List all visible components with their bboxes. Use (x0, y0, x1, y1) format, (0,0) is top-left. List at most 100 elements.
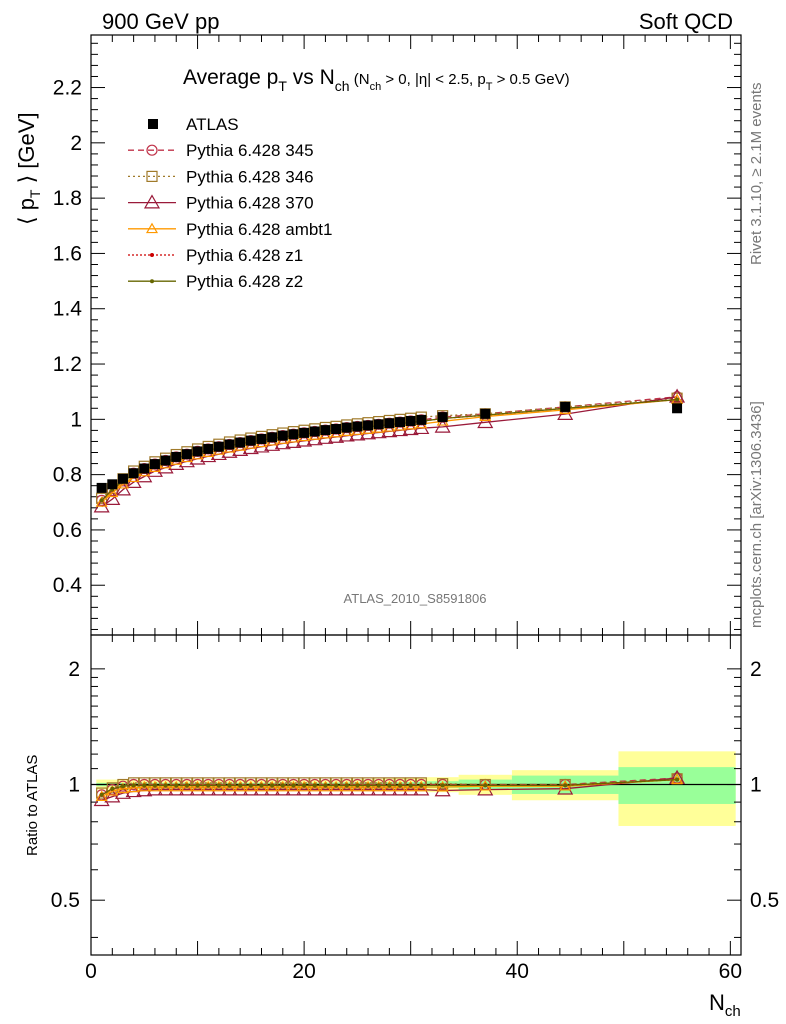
point-p370 (114, 481, 132, 496)
legend-marker-ambt1 (145, 222, 159, 234)
point-p370 (104, 490, 121, 505)
ratio-point-ambt1 (191, 780, 204, 792)
y-tick-label: 2 (70, 132, 82, 155)
atlas-point (128, 468, 139, 479)
ratio-point-z2 (323, 783, 328, 788)
ratio-point-z2 (216, 783, 221, 788)
mcplots-label: mcplots.cern.ch [arXiv:1306.3436] (748, 401, 765, 628)
ratio-point-z2 (120, 784, 125, 789)
y-tick-label: 0.8 (53, 464, 82, 487)
point-p370 (200, 448, 217, 463)
ratio-y-tick-label: 1 (68, 774, 80, 797)
ratio-point-z2 (355, 783, 360, 788)
ratio-point-p346 (319, 777, 332, 789)
legend-marker-p346 (146, 170, 158, 182)
x-tick-label: 0 (85, 960, 97, 983)
main-series (93, 388, 686, 513)
ratio-point-p346 (234, 777, 246, 789)
legend-label-z1: Pythia 6.428 z1 (186, 246, 303, 265)
series-line-p345 (101, 396, 678, 501)
atlas-point (288, 429, 299, 440)
ratio-point-p346 (415, 777, 427, 789)
header-left: 900 GeV pp (102, 9, 219, 34)
atlas-point (245, 435, 256, 446)
ratio-point-z2 (227, 783, 232, 788)
legend-label-p345: Pythia 6.428 345 (186, 141, 314, 160)
header-right: Soft QCD (639, 9, 733, 34)
ratio-point-ambt1 (127, 781, 140, 793)
ratio-point-z2 (398, 783, 403, 788)
ratio-point-p346 (277, 777, 289, 789)
ratio-point-z2 (152, 783, 157, 788)
ratio-point-z2 (270, 783, 275, 788)
atlas-point (437, 412, 448, 423)
ratio-point-p346 (223, 777, 236, 789)
ratio-point-ambt1 (170, 780, 183, 792)
ratio-point-z2 (419, 783, 424, 788)
ratio-point-p370 (93, 792, 110, 807)
ratio-y-tick-label-right: 1 (750, 774, 762, 797)
atlas-point (256, 433, 267, 444)
ratio-frame (90, 634, 742, 956)
point-p370 (317, 429, 334, 444)
y-tick-label: 1 (70, 408, 82, 431)
ratio-point-ambt1 (266, 780, 279, 792)
ratio-point-z2 (291, 783, 296, 788)
atlas-point (331, 424, 342, 435)
atlas-point (309, 426, 320, 437)
atlas-point (341, 422, 352, 433)
ratio-point-p346 (191, 777, 204, 789)
series-line-p346 (101, 397, 678, 499)
atlas-point (416, 414, 427, 425)
atlas-point (352, 421, 363, 432)
ratio-point-ambt1 (319, 780, 332, 792)
y-tick-label: 2.2 (53, 77, 82, 100)
ratio-point-ambt1 (138, 780, 151, 792)
x-tick-label: 60 (719, 960, 742, 983)
legend-label-z2: Pythia 6.428 z2 (186, 272, 303, 291)
point-p370 (232, 441, 249, 457)
ratio-point-z2 (142, 783, 147, 788)
ratio-point-p346 (394, 777, 406, 789)
ratio-point-ambt1 (234, 780, 247, 792)
ratio-point-ambt1 (159, 780, 172, 792)
plot-title: Average pT vs Nch (Nch > 0, |η| < 2.5, p… (183, 66, 570, 94)
ratio-point-p346 (351, 777, 363, 789)
ratio-point-z2 (366, 783, 371, 788)
legend-label-ambt1: Pythia 6.428 ambt1 (186, 220, 332, 239)
atlas-point (213, 441, 224, 452)
ratio-point-ambt1 (340, 780, 353, 792)
atlas-point (267, 432, 278, 443)
ratio-point-ambt1 (212, 780, 225, 792)
ratio-point-ambt1 (415, 780, 428, 792)
point-p370 (210, 445, 227, 461)
atlas-point (363, 420, 374, 431)
ratio-point-p346 (117, 778, 129, 791)
ratio-point-p346 (149, 777, 161, 789)
ratio-point-p370 (104, 788, 121, 803)
ratio-point-p370 (136, 782, 153, 797)
point-p370 (264, 436, 281, 451)
atlas-point (672, 403, 683, 414)
point-p370 (274, 435, 291, 450)
ratio-point-z2 (334, 783, 339, 788)
legend-label-atlas: ATLAS (186, 115, 239, 134)
ratio-point-p346 (255, 777, 268, 789)
point-p370 (178, 453, 195, 468)
point-p370 (434, 418, 451, 433)
ratio-point-p346 (373, 777, 385, 789)
ratio-point-p346 (138, 777, 150, 789)
ratio-point-z2 (563, 783, 568, 788)
point-p370 (296, 432, 313, 447)
legend-marker-z2 (150, 279, 154, 284)
ratio-point-p346 (202, 777, 214, 789)
atlas-point (560, 401, 571, 412)
atlas-point (139, 463, 150, 474)
atlas-point (395, 417, 406, 428)
ratio-point-ambt1 (202, 780, 215, 792)
ratio-point-z2 (206, 783, 211, 788)
ratio-point-z2 (483, 783, 488, 788)
ratio-point-p370 (434, 782, 451, 797)
ratio-point-z2 (110, 786, 115, 791)
